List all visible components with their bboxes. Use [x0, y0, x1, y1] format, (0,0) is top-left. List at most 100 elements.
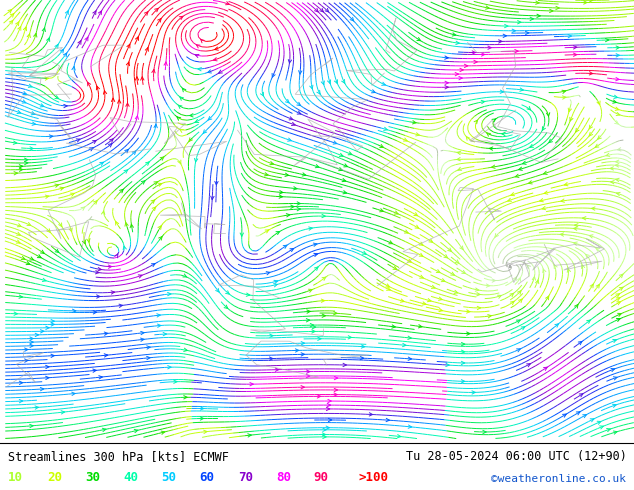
FancyArrowPatch shape: [41, 330, 44, 333]
FancyArrowPatch shape: [19, 168, 23, 172]
FancyArrowPatch shape: [322, 433, 326, 436]
FancyArrowPatch shape: [415, 225, 419, 228]
FancyArrowPatch shape: [520, 88, 523, 91]
FancyArrowPatch shape: [404, 230, 408, 233]
FancyArrowPatch shape: [219, 70, 223, 73]
FancyArrowPatch shape: [616, 164, 619, 167]
FancyArrowPatch shape: [573, 53, 577, 56]
FancyArrowPatch shape: [429, 239, 432, 243]
FancyArrowPatch shape: [96, 295, 100, 298]
FancyArrowPatch shape: [616, 318, 620, 321]
FancyArrowPatch shape: [578, 342, 582, 345]
FancyArrowPatch shape: [477, 306, 481, 310]
FancyArrowPatch shape: [189, 138, 193, 141]
FancyArrowPatch shape: [455, 260, 459, 263]
Text: >100: >100: [358, 471, 388, 484]
FancyArrowPatch shape: [561, 199, 564, 202]
FancyArrowPatch shape: [136, 37, 138, 41]
FancyArrowPatch shape: [382, 82, 385, 85]
FancyArrowPatch shape: [288, 138, 291, 141]
FancyArrowPatch shape: [178, 105, 182, 109]
FancyArrowPatch shape: [160, 157, 164, 160]
FancyArrowPatch shape: [309, 289, 312, 293]
FancyArrowPatch shape: [269, 334, 273, 338]
FancyArrowPatch shape: [597, 421, 601, 424]
FancyArrowPatch shape: [486, 284, 489, 287]
FancyArrowPatch shape: [198, 68, 202, 71]
FancyArrowPatch shape: [508, 198, 512, 201]
Text: 50: 50: [162, 471, 177, 484]
FancyArrowPatch shape: [184, 348, 187, 351]
FancyArrowPatch shape: [616, 178, 619, 181]
FancyArrowPatch shape: [30, 337, 33, 340]
FancyArrowPatch shape: [419, 242, 423, 245]
FancyArrowPatch shape: [297, 207, 301, 211]
FancyArrowPatch shape: [543, 367, 547, 370]
FancyArrowPatch shape: [37, 255, 41, 258]
FancyArrowPatch shape: [481, 53, 485, 56]
FancyArrowPatch shape: [180, 129, 183, 132]
FancyArrowPatch shape: [597, 101, 600, 105]
FancyArrowPatch shape: [462, 343, 465, 346]
FancyArrowPatch shape: [72, 392, 75, 395]
FancyArrowPatch shape: [616, 294, 619, 297]
FancyArrowPatch shape: [23, 27, 27, 31]
FancyArrowPatch shape: [98, 268, 101, 271]
FancyArrowPatch shape: [322, 314, 325, 318]
FancyArrowPatch shape: [178, 160, 181, 164]
FancyArrowPatch shape: [460, 68, 463, 72]
FancyArrowPatch shape: [195, 54, 199, 57]
FancyArrowPatch shape: [93, 311, 96, 314]
FancyArrowPatch shape: [301, 386, 304, 389]
FancyArrowPatch shape: [530, 17, 533, 21]
FancyArrowPatch shape: [141, 338, 144, 342]
FancyArrowPatch shape: [503, 34, 507, 37]
FancyArrowPatch shape: [46, 376, 49, 380]
FancyArrowPatch shape: [431, 285, 435, 289]
FancyArrowPatch shape: [567, 269, 571, 272]
FancyArrowPatch shape: [452, 33, 456, 36]
FancyArrowPatch shape: [22, 100, 26, 103]
FancyArrowPatch shape: [361, 345, 365, 348]
FancyArrowPatch shape: [297, 111, 301, 114]
FancyArrowPatch shape: [467, 137, 470, 140]
FancyArrowPatch shape: [13, 141, 16, 145]
FancyArrowPatch shape: [127, 44, 130, 48]
FancyArrowPatch shape: [55, 45, 58, 48]
FancyArrowPatch shape: [10, 14, 14, 17]
FancyArrowPatch shape: [418, 324, 422, 328]
FancyArrowPatch shape: [527, 106, 531, 110]
FancyArrowPatch shape: [112, 98, 115, 101]
FancyArrowPatch shape: [543, 172, 547, 174]
FancyArrowPatch shape: [164, 62, 167, 66]
FancyArrowPatch shape: [334, 80, 337, 83]
FancyArrowPatch shape: [101, 211, 105, 215]
FancyArrowPatch shape: [584, 1, 587, 4]
FancyArrowPatch shape: [306, 370, 310, 373]
FancyArrowPatch shape: [283, 245, 287, 248]
FancyArrowPatch shape: [547, 113, 550, 116]
FancyArrowPatch shape: [612, 404, 616, 407]
FancyArrowPatch shape: [439, 308, 443, 312]
FancyArrowPatch shape: [119, 304, 122, 307]
FancyArrowPatch shape: [133, 151, 136, 154]
FancyArrowPatch shape: [512, 29, 515, 32]
FancyArrowPatch shape: [72, 309, 76, 313]
FancyArrowPatch shape: [204, 430, 207, 434]
FancyArrowPatch shape: [310, 85, 313, 89]
FancyArrowPatch shape: [527, 265, 531, 269]
FancyArrowPatch shape: [25, 359, 28, 362]
FancyArrowPatch shape: [491, 165, 495, 169]
FancyArrowPatch shape: [16, 22, 19, 25]
FancyArrowPatch shape: [616, 54, 619, 57]
FancyArrowPatch shape: [618, 147, 621, 151]
FancyArrowPatch shape: [472, 51, 476, 54]
FancyArrowPatch shape: [467, 310, 470, 313]
FancyArrowPatch shape: [318, 337, 321, 341]
FancyArrowPatch shape: [102, 428, 106, 432]
FancyArrowPatch shape: [343, 191, 347, 194]
FancyArrowPatch shape: [408, 357, 411, 360]
FancyArrowPatch shape: [246, 293, 250, 296]
FancyArrowPatch shape: [616, 77, 619, 81]
FancyArrowPatch shape: [544, 191, 548, 194]
